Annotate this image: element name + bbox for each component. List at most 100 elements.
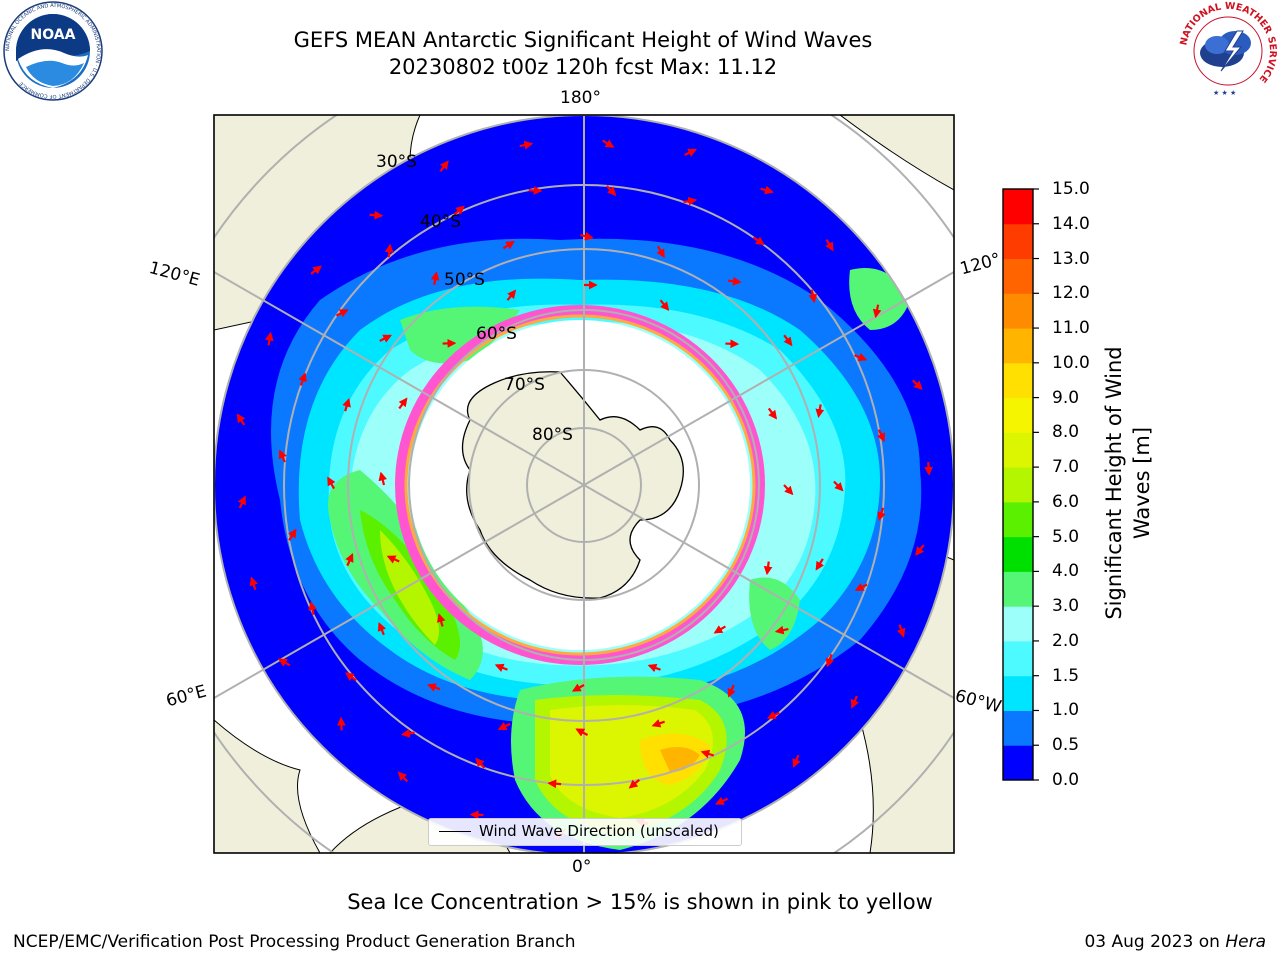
wind-arrow (308, 601, 317, 615)
wind-arrow (815, 404, 825, 418)
wind-arrow (854, 352, 868, 362)
colorbar-segment (1003, 467, 1033, 503)
colorbar-tick-label: 9.0 (1052, 387, 1080, 408)
antarctica-coast (461, 371, 684, 599)
colorbar-segment (1003, 745, 1033, 781)
colorbar-tick-label: 3.0 (1052, 596, 1080, 617)
wind-arrow (656, 245, 665, 259)
wind-arrow (249, 576, 258, 591)
colorbar-tick-label: 13.0 (1052, 248, 1090, 269)
wind-arrow (575, 728, 589, 737)
wind-arrow (647, 663, 661, 673)
wind-arrow (580, 231, 594, 241)
colorbar-title-line2: Waves [m] (1130, 426, 1154, 540)
lat-label-60s: 60°S (476, 324, 517, 344)
wind-arrow (342, 397, 351, 412)
wind-arrow (519, 140, 534, 150)
wind-arrow (876, 429, 885, 443)
wind-arrow (384, 243, 394, 258)
wind-arrow (911, 379, 923, 390)
colorbar-tick-label: 0.0 (1052, 770, 1080, 790)
credit-right: 03 Aug 2023 on Hera (1084, 932, 1266, 952)
wind-arrow (547, 779, 562, 789)
wind-arrow (377, 622, 387, 636)
colorbar-segment (1003, 640, 1033, 677)
wind-arrow (766, 710, 780, 720)
wind-arrow (265, 331, 274, 346)
wind-arrow (715, 796, 729, 805)
colorbar-tick-label: 1.0 (1052, 700, 1080, 721)
wind-arrow (236, 413, 246, 426)
legend-label: Wind Wave Direction (unscaled) (479, 822, 719, 840)
wind-arrow (528, 186, 543, 195)
wind-arrow (494, 663, 508, 672)
wind-arrow (713, 625, 726, 634)
wind-arrow (335, 309, 349, 318)
wind-arrow (915, 544, 925, 556)
colorbar-segment (1003, 536, 1033, 572)
wind-arrow (237, 495, 246, 509)
wind-arrow (606, 185, 617, 196)
wind-arrow (288, 528, 297, 541)
lat-label-50s: 50°S (444, 270, 485, 290)
wind-arrow (345, 553, 354, 567)
wind-arrow (469, 810, 484, 820)
map-legend: Wind Wave Direction (unscaled) (428, 818, 742, 846)
noaa-logo: NOAA NATIONAL OCEANIC AND ATMOSPHERIC AD… (3, 1, 103, 101)
wind-arrow (298, 372, 307, 386)
wind-arrow (497, 722, 511, 731)
wind-arrow (727, 684, 736, 698)
wind-arrow (783, 484, 794, 496)
colorbar-tick-label: 8.0 (1052, 422, 1080, 443)
wind-arrow (752, 236, 765, 246)
wind-arrow (475, 757, 486, 769)
wind-arrow (825, 654, 835, 668)
credit-date: 03 Aug 2023 on (1084, 932, 1226, 952)
colorbar-segment (1003, 606, 1033, 642)
wind-arrow (427, 683, 441, 692)
colorbar-segment (1003, 189, 1033, 225)
wind-arrow (278, 449, 287, 463)
colorbar-tick-label: 2.0 (1052, 630, 1080, 651)
wind-arrow (439, 160, 449, 172)
lat-label-70s: 70°S (504, 375, 545, 395)
wind-arrow (792, 754, 801, 768)
credit-left: NCEP/EMC/Verification Post Processing Pr… (13, 932, 576, 952)
colorbar-tick-label: 6.0 (1052, 491, 1080, 512)
wind-arrow (430, 271, 440, 286)
legend-line-sample (439, 831, 471, 832)
wind-direction-arrows (236, 139, 933, 839)
wind-arrow (628, 779, 640, 789)
colorbar-segment (1003, 328, 1033, 364)
lat-label-40s: 40°S (420, 212, 461, 232)
wind-arrow (345, 672, 357, 682)
wind-arrow (760, 185, 774, 195)
wind-arrow (327, 476, 336, 490)
colorbar-tick-label: 15.0 (1052, 179, 1090, 199)
colorbar-tick-label: 12.0 (1052, 283, 1090, 304)
colorbar-tick-label: 14.0 (1052, 213, 1090, 234)
colorbar-segment (1003, 397, 1033, 433)
svg-text:★ ★ ★: ★ ★ ★ (1213, 89, 1236, 97)
wind-arrow (700, 749, 715, 759)
map-title: GEFS MEAN Antarctic Significant Height o… (293, 28, 873, 52)
colorbar-tick-label: 7.0 (1052, 457, 1080, 478)
wind-arrow (767, 407, 778, 420)
wind-arrow (277, 658, 291, 667)
colorbar-tick-label: 1.5 (1052, 665, 1080, 686)
colorbar-frame (1002, 188, 1034, 781)
lon-label-0: 0° (572, 857, 592, 877)
colorbar-segment (1003, 362, 1033, 399)
wind-arrow (379, 334, 393, 343)
wind-arrow (850, 695, 859, 709)
wind-arrow (378, 471, 388, 486)
wind-arrow (924, 461, 933, 476)
wind-arrow (602, 139, 615, 148)
map-frame (213, 114, 955, 854)
colorbar-segment (1003, 293, 1033, 329)
wind-arrow (833, 480, 844, 492)
wind-arrow (783, 334, 793, 347)
nws-logo: NATIONAL WEATHER SERVICE ★ ★ ★ (1178, 1, 1278, 99)
colorbar-segment (1003, 501, 1033, 538)
